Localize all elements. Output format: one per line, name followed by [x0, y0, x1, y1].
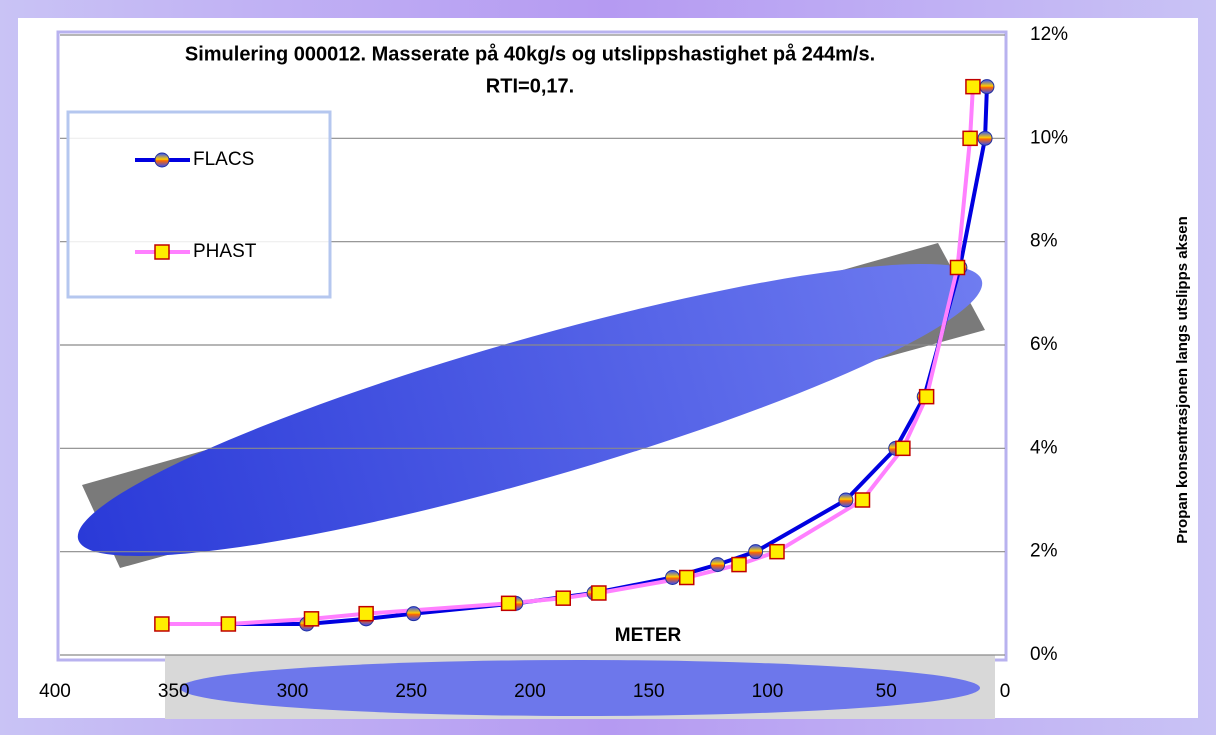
chart-subtitle: RTI=0,17. [486, 75, 574, 97]
point [406, 606, 422, 622]
y-axis-label: Propan konsentrasjonen langs utslipps ak… [1174, 216, 1191, 544]
plume [77, 264, 983, 556]
point [500, 595, 517, 612]
point [154, 152, 170, 168]
point [895, 440, 911, 457]
point [748, 544, 764, 560]
x-tick-label: 250 [395, 681, 427, 702]
x-tick-label: 50 [876, 681, 897, 702]
x-tick-label: 350 [158, 681, 190, 702]
point [555, 590, 571, 606]
point [949, 259, 966, 276]
point [962, 130, 978, 147]
y-tick-label: 6% [1030, 334, 1058, 355]
point [154, 244, 170, 260]
y-tick-label: 10% [1030, 127, 1068, 148]
point [918, 388, 935, 405]
point [838, 492, 854, 508]
x-tick-label: 150 [633, 681, 665, 702]
x-tick-label: 400 [39, 681, 71, 702]
y-tick-label: 8% [1030, 231, 1058, 252]
point [769, 543, 785, 560]
chart-title: Simulering 000012. Masserate på 40kg/s o… [185, 42, 875, 65]
x-axis-label: METER [615, 625, 682, 646]
point [665, 570, 680, 585]
y-tick-label: 4% [1030, 437, 1058, 458]
point [358, 605, 374, 622]
x-tick-label: 100 [752, 681, 784, 702]
point [965, 78, 981, 95]
y-tick-label: 12% [1030, 24, 1068, 45]
x-tick-label: 0 [1000, 681, 1011, 702]
y-tick-label: 2% [1030, 541, 1058, 562]
point [710, 557, 726, 573]
legend-box [66, 110, 332, 299]
legend-label: PHAST [193, 241, 257, 262]
plume-top-view [180, 660, 980, 716]
point [220, 616, 237, 632]
y-tick-label: 0% [1030, 644, 1058, 665]
point [154, 616, 170, 632]
point [979, 79, 995, 95]
series-line [161, 86, 975, 626]
point [977, 130, 993, 146]
point [854, 492, 871, 508]
point [731, 556, 747, 573]
point [591, 585, 607, 601]
legend-label: FLACS [193, 149, 254, 170]
point [679, 569, 695, 586]
point [303, 611, 320, 627]
x-tick-label: 200 [514, 681, 546, 702]
x-tick-label: 300 [277, 681, 309, 702]
